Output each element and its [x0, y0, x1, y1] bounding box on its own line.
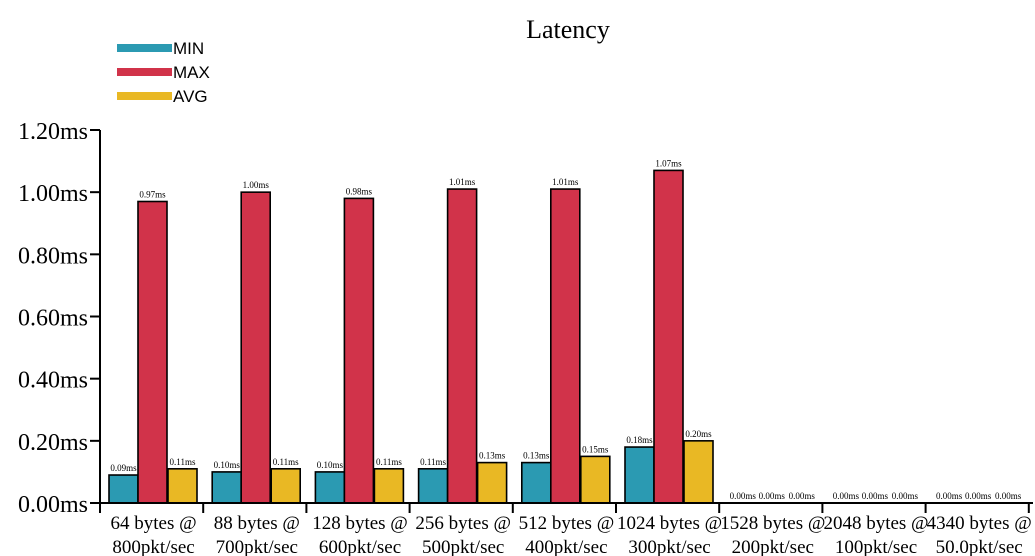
data-label: 0.00ms — [995, 491, 1022, 501]
data-label: 0.09ms — [110, 463, 137, 473]
data-label: 0.13ms — [479, 451, 506, 461]
data-label: 1.01ms — [552, 177, 579, 187]
data-label: 0.00ms — [789, 491, 816, 501]
y-tick-label: 0.20ms — [18, 430, 88, 456]
y-tick-label: 0.00ms — [18, 492, 88, 518]
x-tick-label: 128 bytes @ — [312, 513, 408, 534]
x-tick-label: 64 bytes @ — [111, 513, 197, 534]
data-label: 0.98ms — [346, 186, 373, 196]
chart-title: Latency — [526, 15, 610, 44]
x-tick-label: 800pkt/sec — [112, 537, 194, 556]
x-tick-label: 400pkt/sec — [525, 537, 607, 556]
bars-layer — [108, 169, 714, 504]
bar-avg — [476, 461, 508, 504]
x-tick-label: 4340 bytes @ — [927, 513, 1032, 534]
bar-min — [314, 471, 346, 504]
legend-swatch-min — [117, 44, 172, 52]
bar-avg — [373, 468, 405, 504]
x-tick-label: 512 bytes @ — [519, 513, 615, 534]
bar-avg — [167, 468, 198, 504]
legend-label: AVG — [173, 87, 208, 106]
bar-max — [137, 200, 168, 504]
y-tick-label: 0.40ms — [18, 368, 88, 394]
legend-swatch-max — [117, 68, 172, 76]
x-tick-label: 700pkt/sec — [216, 537, 298, 556]
x-tick-label: 50.0pkt/sec — [936, 537, 1023, 556]
data-label: 0.00ms — [892, 491, 919, 501]
x-tick-label: 256 bytes @ — [415, 513, 511, 534]
y-tick-label: 0.60ms — [18, 306, 88, 332]
x-tick-label: 2048 bytes @ — [823, 513, 928, 534]
data-label: 0.13ms — [523, 451, 550, 461]
x-tick-label: 500pkt/sec — [422, 537, 504, 556]
data-label: 0.15ms — [582, 444, 609, 454]
data-label: 1.07ms — [655, 158, 682, 168]
x-tick-label: 600pkt/sec — [319, 537, 401, 556]
bar-max — [549, 188, 581, 504]
data-label: 0.00ms — [730, 491, 757, 501]
axes-layer — [90, 129, 1033, 513]
bar-min — [211, 471, 242, 504]
bar-max — [343, 197, 375, 504]
x-tick-label: 88 bytes @ — [214, 513, 300, 534]
bar-avg — [579, 455, 611, 504]
data-label: 1.00ms — [243, 180, 270, 190]
data-label: 0.20ms — [685, 429, 712, 439]
data-label: 0.11ms — [420, 457, 446, 467]
y-tick-label: 0.80ms — [18, 243, 88, 269]
x-tick-label: 1024 bytes @ — [617, 513, 722, 534]
data-label: 0.00ms — [965, 491, 992, 501]
data-label: 0.00ms — [936, 491, 963, 501]
data-label: 0.10ms — [317, 460, 344, 470]
x-tick-label: 1528 bytes @ — [720, 513, 825, 534]
bar-min — [624, 446, 655, 504]
legend-label: MAX — [173, 63, 210, 82]
data-label: 0.11ms — [273, 457, 299, 467]
y-tick-label: 1.00ms — [18, 181, 88, 207]
bar-avg — [683, 440, 714, 504]
data-label: 0.00ms — [833, 491, 860, 501]
data-label: 0.11ms — [170, 457, 196, 467]
data-label: 0.11ms — [376, 457, 402, 467]
bar-max — [240, 191, 271, 504]
legend-swatch-avg — [117, 92, 172, 100]
x-tick-label: 100pkt/sec — [835, 537, 917, 556]
data-label: 0.97ms — [139, 189, 166, 199]
bar-avg — [270, 468, 302, 504]
data-label: 0.18ms — [626, 435, 653, 445]
y-tick-label: 1.20ms — [18, 119, 88, 145]
legend: MIN MAX AVG — [117, 39, 210, 106]
x-tick-label: 200pkt/sec — [732, 537, 814, 556]
bar-min — [520, 461, 552, 504]
x-tick-label: 300pkt/sec — [628, 537, 710, 556]
data-label: 0.10ms — [214, 460, 241, 470]
bar-max — [653, 169, 684, 504]
bar-min — [417, 468, 449, 504]
bar-max — [446, 188, 478, 504]
labels-layer: 0.09ms 0.97ms 0.11ms 0.10ms 1.00ms 0.11ms 0.10… — [18, 119, 1032, 556]
data-label: 0.00ms — [862, 491, 889, 501]
data-label: 0.00ms — [759, 491, 786, 501]
data-label: 1.01ms — [449, 177, 476, 187]
bar-min — [108, 474, 139, 504]
legend-label: MIN — [173, 39, 204, 58]
